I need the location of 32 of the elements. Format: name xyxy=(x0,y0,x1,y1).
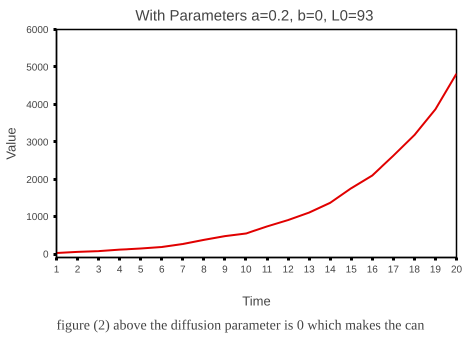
x-tick-label: 1 xyxy=(54,264,60,276)
y-tick-label: 5000 xyxy=(26,62,49,74)
y-axis-title: Value xyxy=(3,127,18,160)
y-tick-label: 4000 xyxy=(26,100,49,111)
x-tick-label: 2 xyxy=(74,264,81,276)
x-tick-label: 18 xyxy=(408,264,420,276)
x-tick-label: 3 xyxy=(96,264,102,276)
x-tick-label: 4 xyxy=(116,264,123,276)
x-tick-label: 12 xyxy=(282,264,294,276)
line-series xyxy=(56,72,456,254)
x-tick-label: 13 xyxy=(304,264,316,276)
y-tick-label: 6000 xyxy=(26,25,49,36)
x-tick-label: 11 xyxy=(262,264,273,276)
y-tick-label: 2000 xyxy=(26,174,49,186)
y-tick-label: 3000 xyxy=(26,137,49,148)
x-tick-label: 9 xyxy=(222,264,228,276)
x-axis-title: Time xyxy=(242,294,271,308)
x-tick-label: 14 xyxy=(324,264,336,276)
x-tick-label: 8 xyxy=(201,264,208,276)
y-tick-label: 0 xyxy=(42,250,49,261)
x-tick-label: 5 xyxy=(138,264,144,276)
chart-title: With Parameters a=0.2, b=0, L0=93 xyxy=(135,8,374,24)
x-tick-label: 19 xyxy=(430,264,442,276)
x-tick-label: 17 xyxy=(388,264,400,276)
x-tick-label: 20 xyxy=(450,264,462,276)
x-tick-label: 7 xyxy=(180,264,186,276)
text: figure (2) above the diffusion parameter is 0 which makes the can xyxy=(56,318,424,334)
x-tick-label: 15 xyxy=(346,264,358,276)
x-tick-label: 10 xyxy=(240,264,252,276)
x-tick-label: 16 xyxy=(366,264,378,276)
x-tick-label: 6 xyxy=(158,264,165,276)
y-tick-label: 1000 xyxy=(26,212,49,224)
